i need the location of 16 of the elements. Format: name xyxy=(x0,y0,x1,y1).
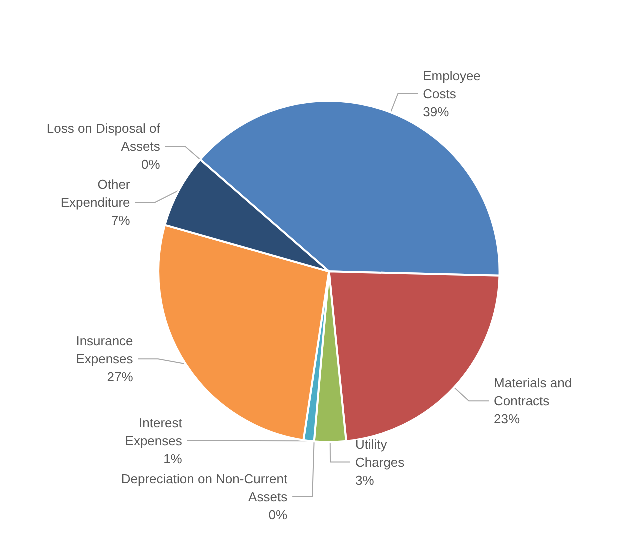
slice-label: Utility Charges xyxy=(356,436,406,470)
data-label: 39% xyxy=(423,104,450,120)
slice-label: Other Expenditure xyxy=(60,177,131,210)
category-label: Depreciation on Non-Current Assets xyxy=(121,472,288,504)
data-label: 1% xyxy=(164,452,183,466)
data-label: 7% xyxy=(111,213,131,228)
slice-label: Materials and Contracts xyxy=(494,376,572,409)
slice-label: Interest Expenses xyxy=(125,416,183,448)
category-label: Loss on Disposal of Assets xyxy=(46,121,160,154)
slice-label: Insurance Expenses xyxy=(76,334,134,367)
data-label: 27% xyxy=(107,370,134,385)
text: 0% xyxy=(142,157,160,172)
slice-label: Employee Costs xyxy=(423,68,481,102)
text: 0% xyxy=(268,508,288,522)
data-label: 23% xyxy=(494,412,520,427)
data-label: 3% xyxy=(356,472,375,488)
